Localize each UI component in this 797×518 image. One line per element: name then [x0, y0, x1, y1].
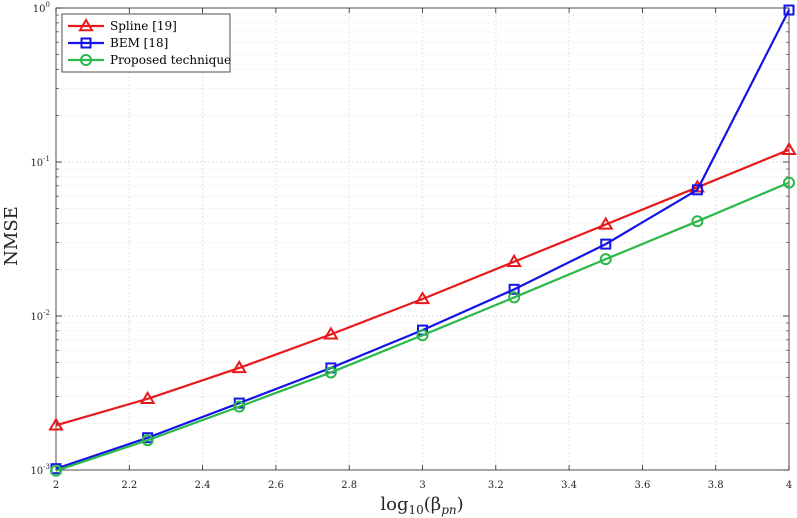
- x-axis: 2 2.2 2.4 2.6 2.8 3 3.2 3.4 3.6 3.8 4: [53, 8, 792, 491]
- data-point: [691, 215, 704, 228]
- legend-item: Spline [19]: [68, 18, 177, 33]
- data-point: [691, 184, 703, 196]
- legend: Spline [19] BEM [18] Proposed technique: [61, 13, 231, 73]
- y-tick-label: 10-1: [30, 155, 50, 169]
- data-point: [233, 400, 246, 413]
- legend-marker: [80, 54, 92, 66]
- legend-marker: [80, 37, 92, 49]
- x-tick-label: 2.2: [121, 480, 137, 491]
- data-point: [324, 366, 337, 379]
- data-point: [139, 390, 156, 404]
- data-point: [600, 238, 612, 250]
- data-point: [48, 417, 64, 431]
- x-tick-label: 2: [53, 480, 59, 491]
- data-point: [50, 464, 62, 477]
- legend-label: Proposed technique: [110, 53, 231, 67]
- legend-item: Proposed technique: [68, 53, 231, 67]
- series-line: [55, 9, 790, 470]
- data-point: [599, 253, 612, 266]
- legend-label: Spline [19]: [110, 19, 177, 33]
- data-point: [508, 291, 521, 304]
- x-tick-label: 3.4: [561, 480, 577, 491]
- data-point: [416, 329, 429, 342]
- data-point: [783, 176, 795, 189]
- data-point: [414, 290, 431, 305]
- x-label-log: log: [380, 494, 408, 515]
- x-tick-label: 3: [419, 480, 425, 491]
- x-label-arg-sub: pn: [441, 503, 456, 517]
- y-tick-label: 10-2: [30, 309, 50, 323]
- series-1: [50, 4, 795, 475]
- y-tick-label: 10-3: [30, 463, 50, 477]
- data-point: [508, 283, 520, 295]
- x-tick-label: 3.2: [488, 480, 504, 491]
- y-axis-label: NMSE: [1, 206, 22, 266]
- data-point: [231, 359, 247, 374]
- x-tick-label: 4: [786, 480, 792, 491]
- x-axis-label: log10(βpn): [380, 494, 463, 517]
- x-tick-label: 2.6: [268, 480, 284, 491]
- data-point: [323, 326, 339, 340]
- data-point: [781, 141, 797, 156]
- x-tick-label: 3.6: [634, 480, 650, 491]
- series-0: [48, 141, 797, 431]
- legend-label: BEM [18]: [110, 36, 168, 50]
- legend-item: BEM [18]: [68, 36, 168, 50]
- grid: [55, 8, 790, 471]
- data-point: [141, 434, 154, 447]
- x-tick-label: 2.8: [341, 480, 357, 491]
- data-point: [506, 253, 522, 267]
- series-2: [50, 176, 795, 477]
- x-tick-label: 3.8: [708, 480, 724, 491]
- x-label-arg: (β: [424, 494, 441, 515]
- x-label-sub: 10: [408, 503, 423, 517]
- legend-marker: [78, 18, 94, 32]
- data-point: [689, 179, 706, 193]
- data-point: [598, 216, 614, 230]
- x-tick-label: 2.4: [195, 480, 211, 491]
- x-label-close: ): [457, 494, 464, 515]
- y-tick-label: 100: [33, 1, 50, 15]
- data-point: [783, 4, 795, 16]
- series-layer: [48, 4, 797, 477]
- y-axis: 10-3 10-2 10-1 100: [30, 1, 789, 477]
- series-line: [55, 181, 790, 472]
- series-line: [55, 148, 790, 427]
